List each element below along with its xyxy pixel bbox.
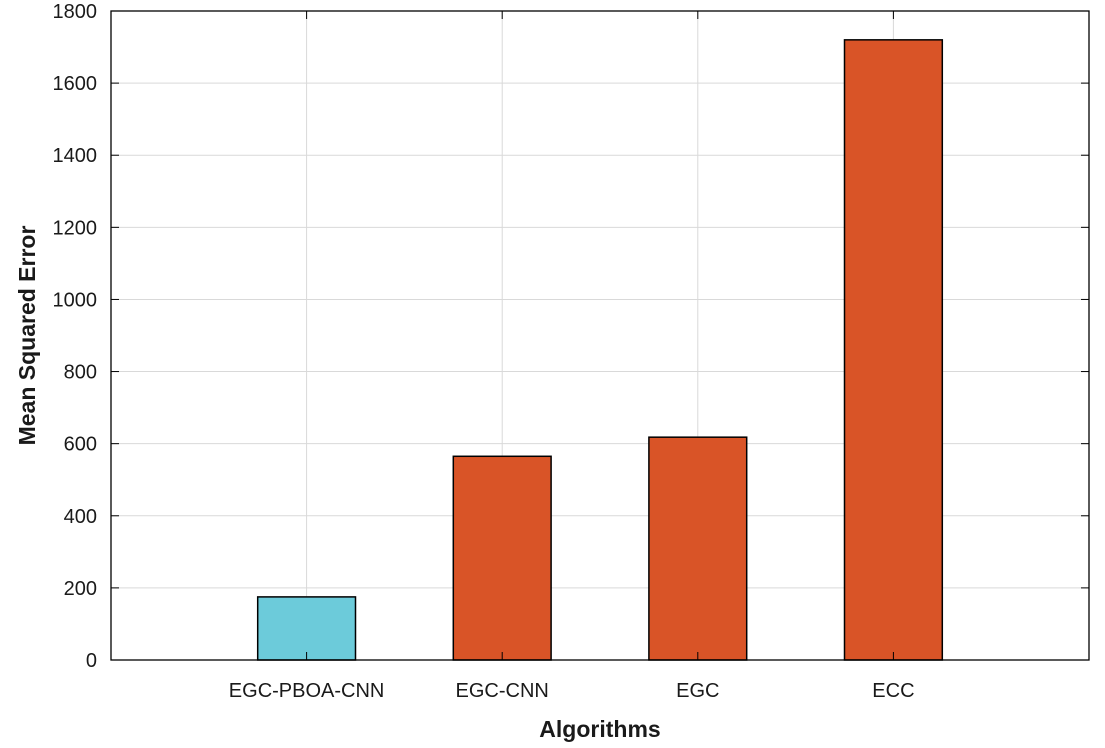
- x-axis-ticks: EGC-PBOA-CNN EGC-CNN EGC ECC: [229, 11, 915, 702]
- bar-egc-cnn: [452, 455, 552, 661]
- bar-ecc: [843, 39, 944, 661]
- plot-frame: [110, 10, 1090, 661]
- y-tick-label: 200: [64, 578, 97, 600]
- y-tick-label: 1600: [53, 73, 98, 95]
- y-tick-label: 1800: [53, 1, 98, 23]
- x-tick-label: EGC-PBOA-CNN: [229, 680, 385, 702]
- y-tick-label: 1000: [53, 289, 98, 311]
- y-tick-label: 0: [86, 650, 97, 672]
- y-tick-label: 600: [64, 434, 97, 456]
- y-axis-title: Mean Squared Error: [14, 226, 40, 446]
- x-tick-label: EGC: [676, 680, 719, 702]
- y-tick-label: 1200: [53, 217, 98, 239]
- y-tick-label: 400: [64, 506, 97, 528]
- x-tick-label: EGC-CNN: [456, 680, 549, 702]
- x-axis-title: Algorithms: [539, 716, 660, 742]
- y-tick-label: 1400: [53, 145, 98, 167]
- y-axis-ticks: 0 200 400 600 800 1000 1200 1400 1600 1800: [53, 1, 1089, 672]
- bar-egc-pboa-cnn: [256, 596, 357, 661]
- bars: [256, 39, 944, 661]
- y-tick-label: 800: [64, 362, 97, 384]
- x-tick-label: ECC: [872, 680, 914, 702]
- bar-egc: [648, 436, 748, 661]
